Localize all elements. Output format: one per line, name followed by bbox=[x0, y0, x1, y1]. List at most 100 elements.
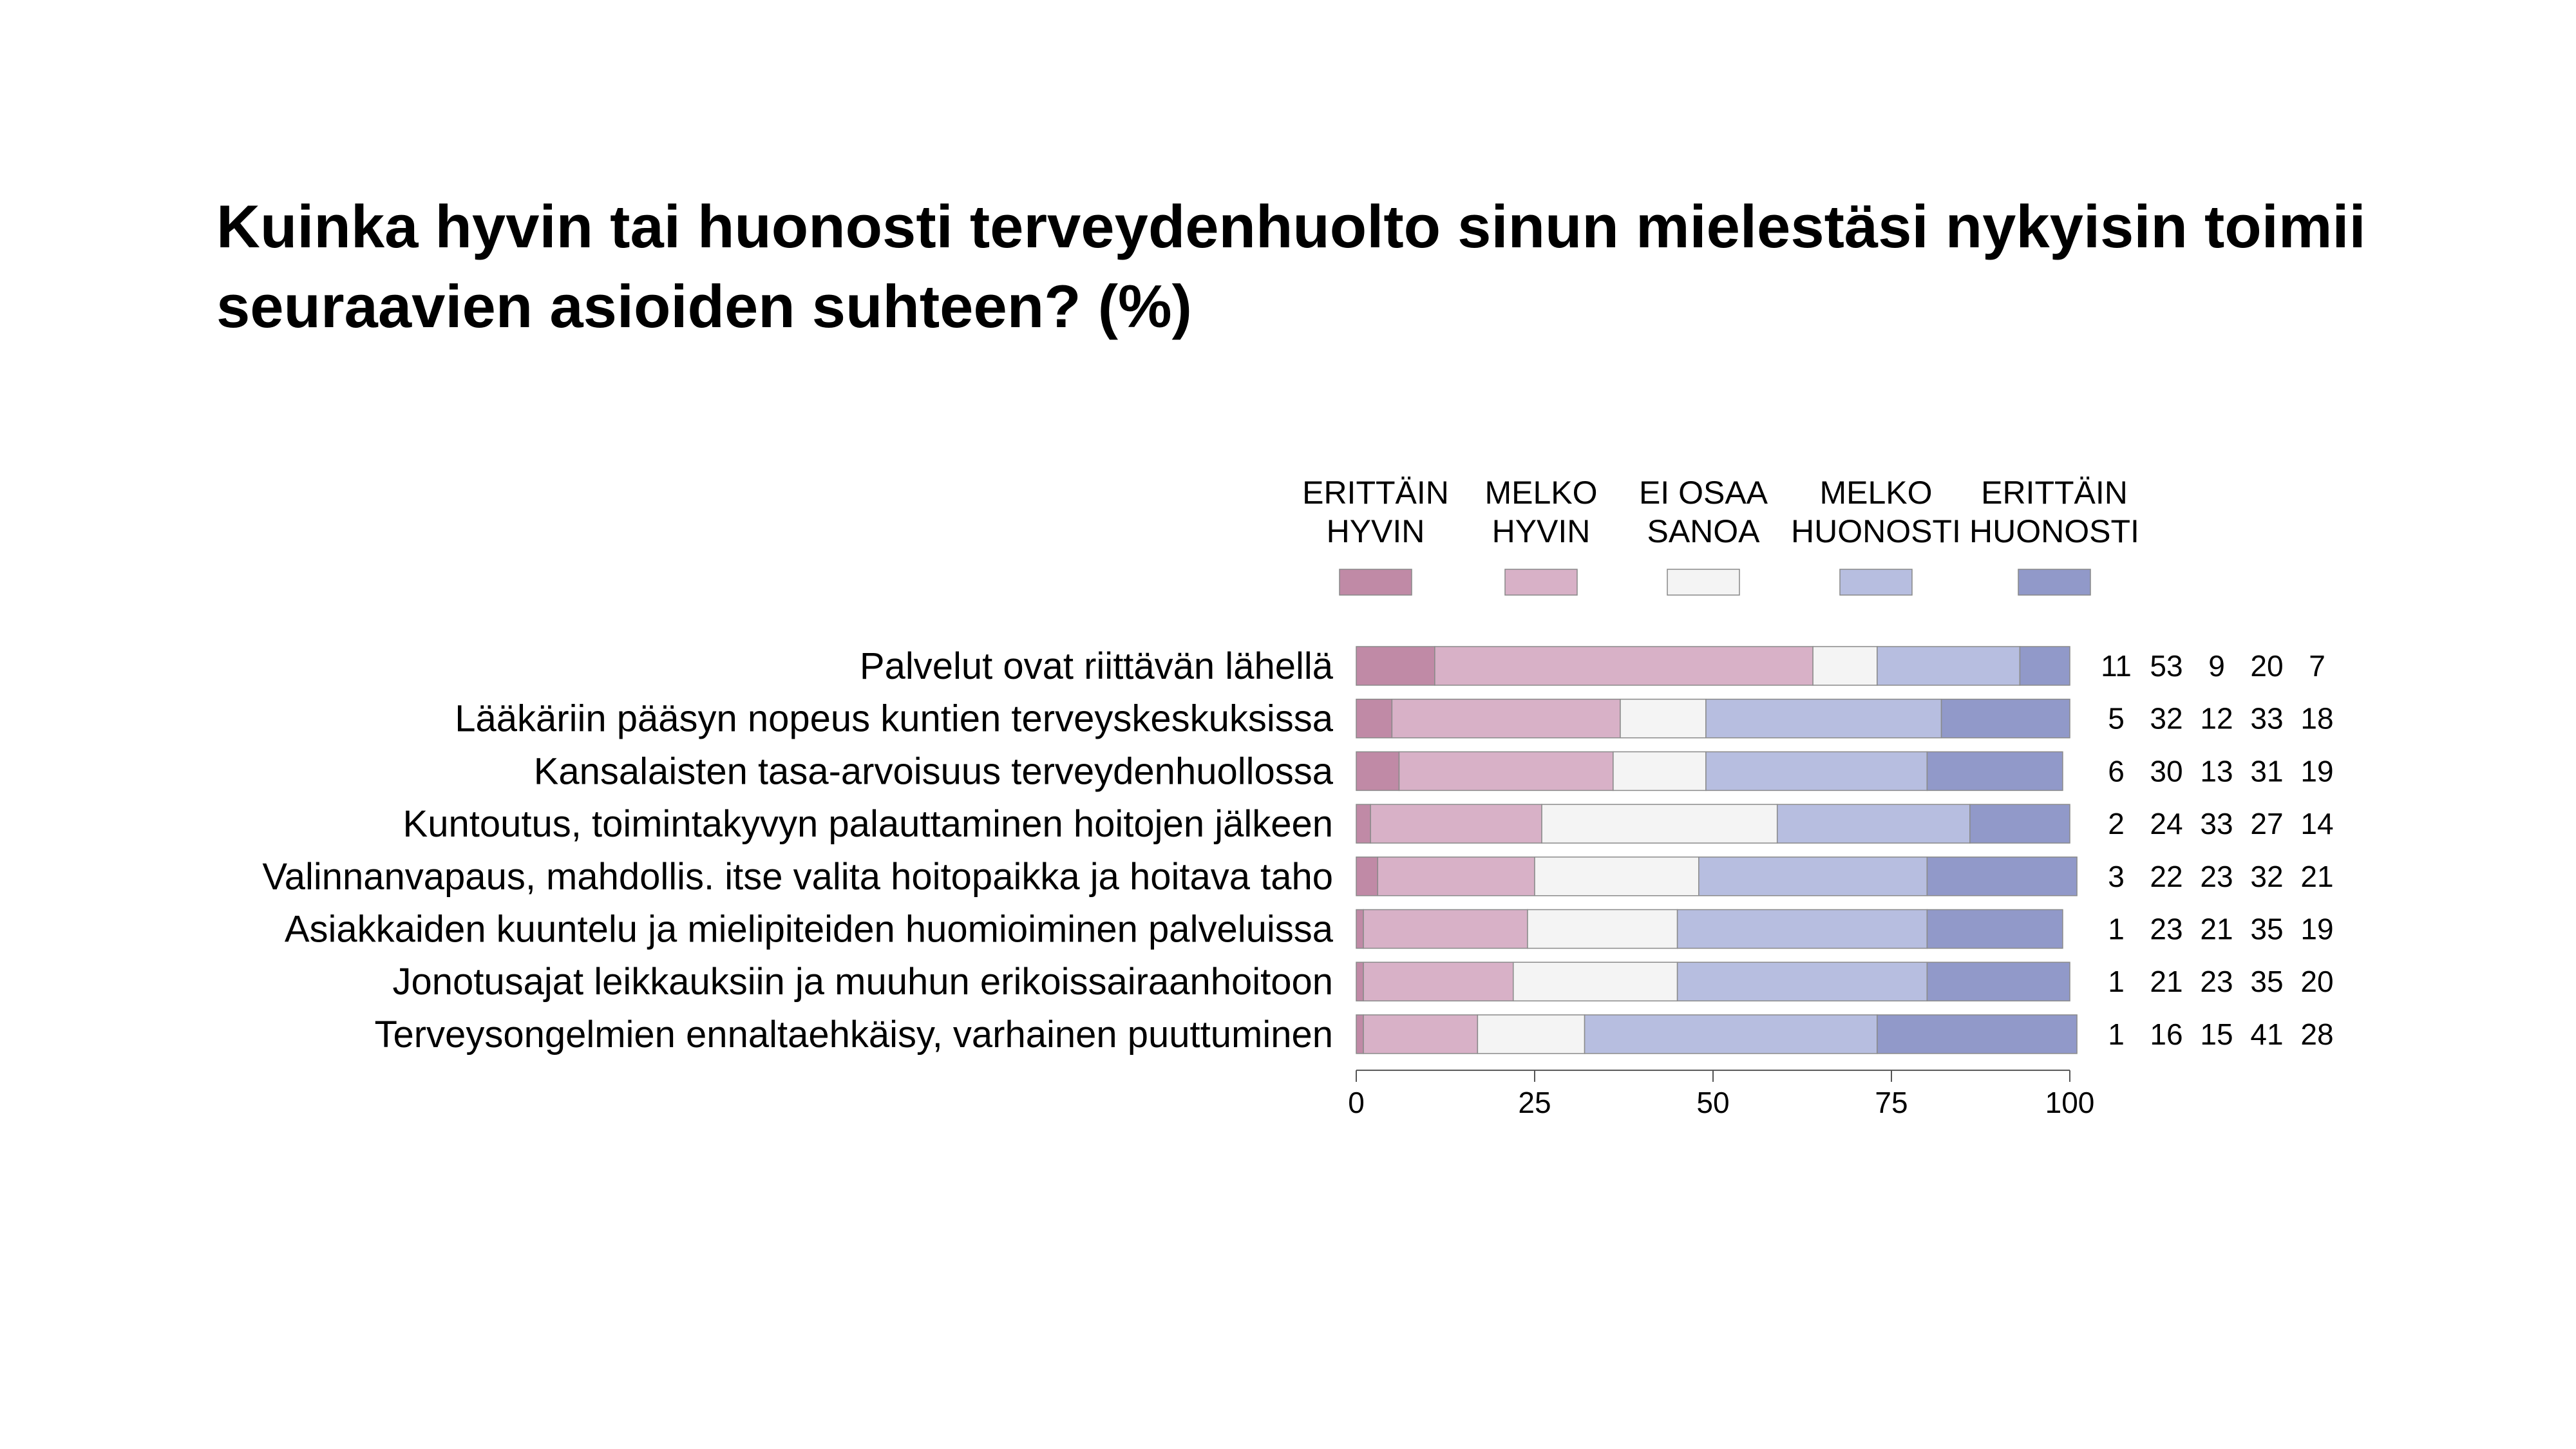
value-label: 32 bbox=[2250, 860, 2283, 893]
bar-segment bbox=[1527, 909, 1678, 949]
bar-segment bbox=[1377, 857, 1535, 896]
value-label: 20 bbox=[2300, 965, 2333, 998]
legend-label: ERITTÄIN bbox=[1302, 475, 1449, 511]
bar-segment bbox=[1398, 751, 1614, 791]
legend-swatch bbox=[1504, 569, 1578, 596]
value-label: 11 bbox=[2101, 649, 2132, 683]
value-label: 19 bbox=[2300, 913, 2333, 946]
bar-segment bbox=[1877, 1014, 2078, 1054]
value-label: 13 bbox=[2200, 754, 2233, 788]
bar-segment bbox=[1356, 909, 1364, 949]
value-label: 16 bbox=[2150, 1018, 2183, 1051]
x-tick-label: 50 bbox=[1696, 1086, 1729, 1119]
bar-segment bbox=[2019, 646, 2070, 686]
value-label: 53 bbox=[2150, 649, 2183, 683]
bar-segment bbox=[1698, 857, 1928, 896]
category-label: Lääkäriin pääsyn nopeus kuntien terveysk… bbox=[455, 698, 1334, 740]
value-label: 30 bbox=[2150, 754, 2183, 788]
bar-segment bbox=[1584, 1014, 1878, 1054]
value-label: 19 bbox=[2300, 754, 2333, 788]
category-label: Kuntoutus, toimintakyvyn palauttaminen h… bbox=[403, 803, 1333, 845]
bar-segment bbox=[1676, 909, 1928, 949]
legend-label: MELKO bbox=[1819, 475, 1932, 511]
value-label: 33 bbox=[2200, 807, 2233, 840]
bar-segment bbox=[1926, 751, 2063, 791]
legend-label: EI OSAA bbox=[1639, 475, 1768, 511]
legend-label: HYVIN bbox=[1492, 513, 1591, 549]
bar-segment bbox=[1541, 804, 1778, 844]
bar-segment bbox=[1877, 646, 2021, 686]
bar-segment bbox=[1356, 646, 1435, 686]
value-label: 22 bbox=[2150, 860, 2183, 893]
value-label: 14 bbox=[2300, 807, 2333, 840]
legend-label: HYVIN bbox=[1327, 513, 1425, 549]
legend-label: MELKO bbox=[1484, 475, 1597, 511]
category-label: Kansalaisten tasa-arvoisuus terveydenhuo… bbox=[534, 750, 1334, 792]
value-label: 31 bbox=[2250, 754, 2283, 788]
bar-segment bbox=[1356, 804, 1371, 844]
value-label: 32 bbox=[2150, 702, 2183, 735]
bar-segment bbox=[1356, 698, 1393, 739]
category-label: Valinnanvapaus, mahdollis. itse valita h… bbox=[262, 856, 1333, 898]
bar-segment bbox=[1620, 698, 1707, 739]
bar-segment bbox=[1363, 1014, 1479, 1054]
x-tick-label: 25 bbox=[1518, 1086, 1551, 1119]
chart-title-line-2: seuraavien asioiden suhteen? (%) bbox=[216, 272, 1192, 340]
category-label: Asiakkaiden kuuntelu ja mielipiteiden hu… bbox=[285, 909, 1334, 951]
bar-segment bbox=[1434, 646, 1814, 686]
bar-segment bbox=[1477, 1014, 1586, 1054]
value-label: 18 bbox=[2300, 702, 2333, 735]
value-label: 1 bbox=[2108, 965, 2125, 998]
bar-segment bbox=[1705, 698, 1942, 739]
value-label: 23 bbox=[2150, 913, 2183, 946]
value-label: 12 bbox=[2200, 702, 2233, 735]
value-label: 21 bbox=[2300, 860, 2333, 893]
value-label: 21 bbox=[2200, 913, 2233, 946]
value-label: 3 bbox=[2108, 860, 2125, 893]
value-label: 20 bbox=[2250, 649, 2283, 683]
value-label: 23 bbox=[2200, 860, 2233, 893]
value-label: 35 bbox=[2250, 965, 2283, 998]
value-label: 15 bbox=[2200, 1018, 2233, 1051]
bar-segment bbox=[1370, 804, 1542, 844]
x-tick-label: 100 bbox=[2045, 1086, 2095, 1119]
chart-title: Kuinka hyvin tai huonosti terveydenhuolt… bbox=[216, 187, 2406, 346]
value-label: 28 bbox=[2300, 1018, 2333, 1051]
bar-segment bbox=[1356, 961, 1364, 1001]
bar-segment bbox=[1705, 751, 1928, 791]
bar-segment bbox=[1812, 646, 1878, 686]
legend-label: HUONOSTI bbox=[1969, 513, 2139, 549]
value-label: 5 bbox=[2108, 702, 2125, 735]
bar-segment bbox=[1926, 909, 2063, 949]
value-label: 6 bbox=[2108, 754, 2125, 788]
legend-label: SANOA bbox=[1647, 513, 1760, 549]
bar-segment bbox=[1969, 804, 2070, 844]
bar-segment bbox=[1940, 698, 2070, 739]
legend-swatch bbox=[1839, 569, 1913, 596]
value-label: 9 bbox=[2208, 649, 2225, 683]
bar-segment bbox=[1926, 857, 2078, 896]
bar-segment bbox=[1776, 804, 1971, 844]
bar-segment bbox=[1356, 857, 1378, 896]
bar-segment bbox=[1926, 961, 2070, 1001]
legend-label: HUONOSTI bbox=[1791, 513, 1961, 549]
bar-segment bbox=[1513, 961, 1678, 1001]
value-label: 24 bbox=[2150, 807, 2183, 840]
category-label: Palvelut ovat riittävän lähellä bbox=[860, 645, 1334, 687]
value-label: 7 bbox=[2309, 649, 2325, 683]
bar-segment bbox=[1613, 751, 1707, 791]
value-label: 41 bbox=[2250, 1018, 2283, 1051]
bar-segment bbox=[1363, 961, 1514, 1001]
bar-segment bbox=[1363, 909, 1528, 949]
value-label: 1 bbox=[2108, 1018, 2125, 1051]
legend-swatch bbox=[1339, 569, 1412, 596]
x-tick-label: 0 bbox=[1348, 1086, 1365, 1119]
value-label: 27 bbox=[2250, 807, 2283, 840]
bar-segment bbox=[1356, 751, 1400, 791]
bar-segment bbox=[1356, 1014, 1364, 1054]
value-label: 35 bbox=[2250, 913, 2283, 946]
value-label: 33 bbox=[2250, 702, 2283, 735]
legend-label: ERITTÄIN bbox=[1981, 475, 2128, 511]
x-tick-label: 75 bbox=[1875, 1086, 1908, 1119]
